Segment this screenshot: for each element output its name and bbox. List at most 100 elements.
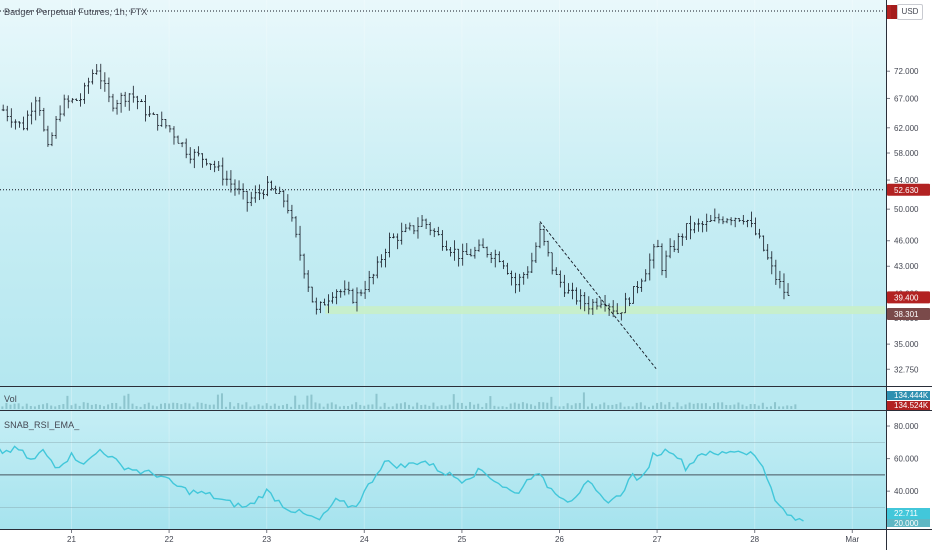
volume-bar [473, 404, 476, 409]
volume-bar [749, 404, 752, 409]
volume-bar [717, 402, 720, 409]
volume-bar [546, 402, 549, 409]
volume-bar [660, 402, 663, 409]
time-axis[interactable] [0, 529, 932, 550]
volume-bar [656, 402, 659, 409]
volume-bar [729, 405, 732, 409]
volume-bar [74, 403, 77, 409]
price-axis-label: 54.000 [894, 176, 919, 185]
volume-bar [652, 405, 655, 409]
volume-bar [355, 402, 358, 409]
volume-bar [62, 404, 65, 409]
volume-bar [464, 405, 467, 409]
volume-bar [86, 402, 89, 409]
volume-bar [615, 404, 618, 409]
volume-bar [778, 406, 781, 409]
volume-bar [591, 403, 594, 409]
volume-bar [558, 406, 561, 409]
volume-bar [37, 404, 40, 409]
volume-bar [497, 406, 500, 409]
volume-bar [143, 404, 146, 409]
volume-bar [440, 405, 443, 409]
volume-bar [379, 406, 382, 409]
volume-bar [782, 406, 785, 409]
volume-bar [525, 403, 528, 409]
volume-title[interactable]: Vol [4, 394, 17, 404]
secondary-price-tag [887, 308, 930, 321]
volume-bar [302, 404, 305, 409]
volume-bar [249, 406, 252, 409]
volume-bar [25, 403, 28, 409]
rsi-axis-label: 60.000 [894, 455, 919, 464]
volume-bar [135, 406, 138, 409]
price-axis-label: 72.000 [894, 67, 919, 76]
currency-button[interactable]: USD [897, 4, 923, 20]
volume-bar [50, 405, 53, 409]
volume-bar [273, 403, 276, 409]
price-axis-label: 62.000 [894, 124, 919, 133]
rsi-indicator-title[interactable]: SNAB_RSI_EMA_ [4, 420, 80, 430]
volume-bar [261, 405, 264, 409]
volume-bar [46, 403, 49, 409]
price-axis[interactable] [887, 0, 932, 529]
volume-bar [456, 402, 459, 409]
volume-bar [17, 403, 20, 409]
volume-bar [107, 404, 110, 409]
volume-bar [485, 403, 488, 409]
price-axis-label: 43.000 [894, 262, 919, 271]
volume-bar [713, 403, 716, 409]
top-level-tag [887, 5, 891, 19]
volume-bar [155, 406, 158, 409]
volume-bar [127, 393, 130, 409]
volume-bar [115, 403, 118, 409]
volume-bar [212, 404, 215, 409]
time-axis-border [0, 529, 932, 530]
pane-separator-volume[interactable] [0, 386, 932, 387]
volume-bar [1, 406, 4, 409]
volume-bar [741, 404, 744, 409]
volume-tag-2 [887, 401, 930, 410]
volume-bar [725, 404, 728, 409]
volume-bar [192, 406, 195, 409]
volume-bar [603, 402, 606, 409]
volume-bar [257, 404, 260, 409]
rsi-line[interactable] [0, 435, 804, 522]
volume-bar [5, 402, 8, 409]
volume-bar [326, 403, 329, 409]
volume-bar [469, 402, 472, 409]
volume-bar [432, 402, 435, 409]
pane-separator-rsi[interactable] [0, 410, 932, 411]
volume-bar [566, 403, 569, 409]
volume-bar [436, 406, 439, 409]
volume-bar [460, 402, 463, 409]
symbol-title[interactable]: Badger Perpetual Futures, 1h, FTX [4, 7, 148, 17]
volume-bar [151, 405, 154, 409]
volume-bar [54, 406, 57, 409]
rsi-value-tag [887, 508, 930, 519]
volume-bar [334, 404, 337, 409]
volume-bar [391, 406, 394, 409]
time-axis-label: 22 [165, 535, 174, 544]
trendline[interactable] [539, 221, 657, 369]
volume-bar [237, 403, 240, 409]
volume-bar [188, 403, 191, 409]
volume-bar [643, 405, 646, 409]
volume-bar [94, 404, 97, 409]
volume-bar [509, 403, 512, 409]
rsi-axis-label: 40.000 [894, 487, 919, 496]
volume-bar [363, 405, 366, 409]
volume-bar [322, 406, 325, 409]
volume-bar [574, 403, 577, 409]
volume-bar [359, 404, 362, 409]
volume-bar [338, 406, 341, 409]
volume-bar [452, 394, 455, 409]
volume-bar [489, 396, 492, 409]
volume-bar [29, 405, 32, 409]
volume-bar [692, 403, 695, 409]
volume-bar [444, 405, 447, 409]
volume-bar [147, 402, 150, 409]
time-axis-label: 24 [360, 535, 369, 544]
volume-bar [534, 405, 537, 409]
price-pane[interactable] [0, 0, 886, 386]
volume-bar [530, 404, 533, 409]
